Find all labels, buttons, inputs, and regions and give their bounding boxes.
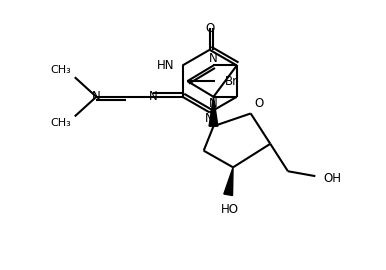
Text: N: N <box>149 90 157 103</box>
Text: N: N <box>209 52 218 65</box>
Text: HN: HN <box>157 59 175 72</box>
Text: HO: HO <box>221 202 239 215</box>
Text: N: N <box>92 90 101 103</box>
Text: CH₃: CH₃ <box>50 118 71 128</box>
Text: CH₃: CH₃ <box>50 65 71 75</box>
Polygon shape <box>224 167 233 195</box>
Text: O: O <box>255 97 264 110</box>
Text: N: N <box>209 97 218 110</box>
Text: OH: OH <box>323 172 341 185</box>
Text: Br: Br <box>225 75 238 88</box>
Polygon shape <box>209 97 218 126</box>
Text: O: O <box>205 22 214 35</box>
Text: N: N <box>205 113 214 126</box>
